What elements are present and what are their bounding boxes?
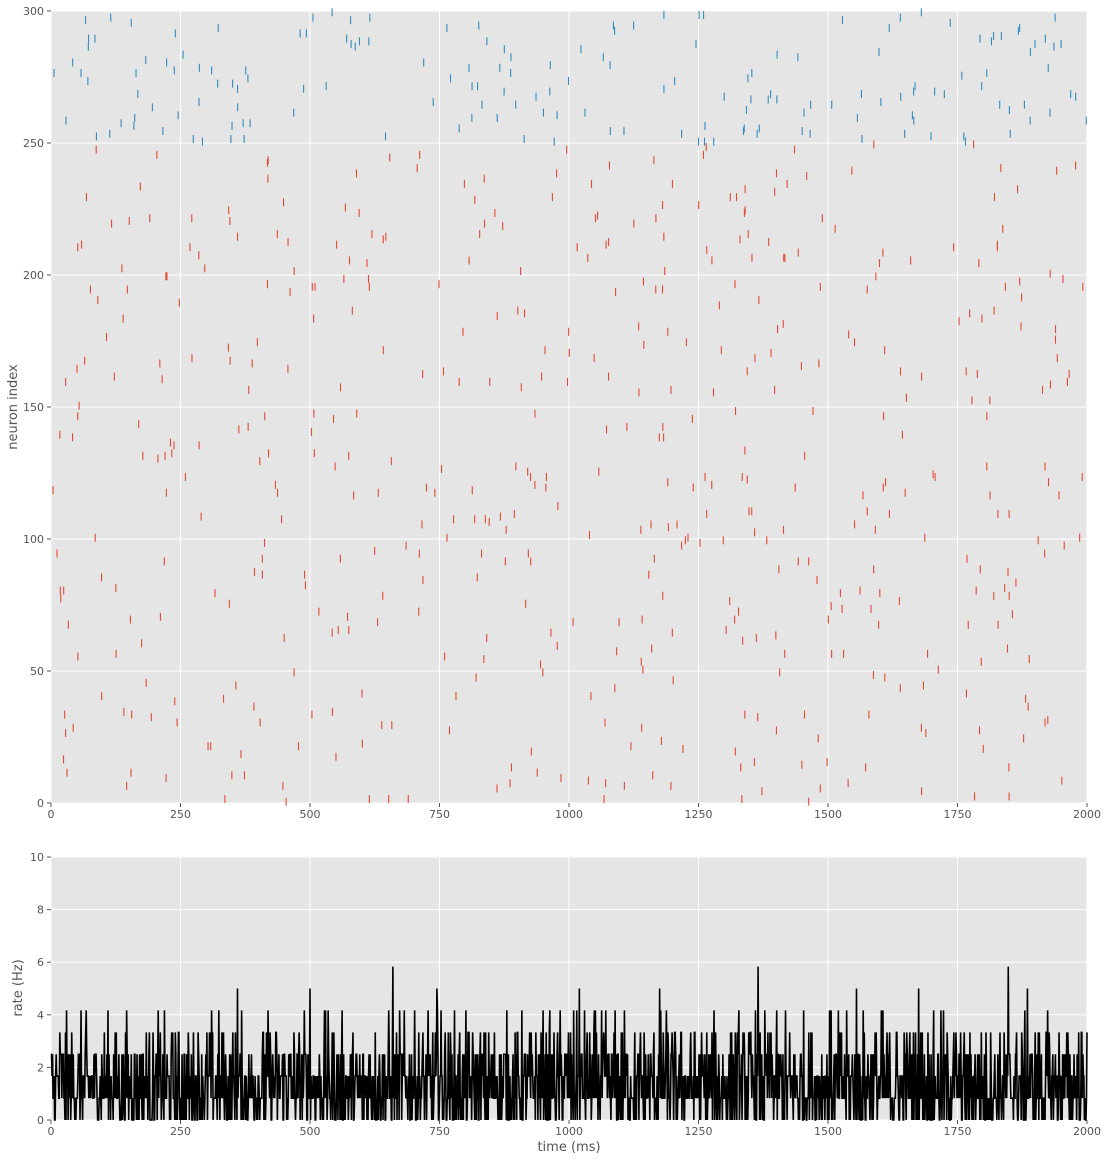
- raster-y-tick-label: 0: [37, 797, 44, 810]
- rate-y-axis-label: rate (Hz): [11, 959, 26, 1016]
- raster-x-tick-label: 750: [429, 808, 450, 821]
- raster-y-tick-label: 50: [30, 665, 44, 678]
- raster-y-axis-label: neuron index: [6, 364, 21, 450]
- raster-y-tick-label: 300: [23, 5, 44, 18]
- raster-x-tick-label: 0: [48, 808, 55, 821]
- raster-x-tick-label: 1000: [555, 808, 583, 821]
- raster-x-tick-label: 1250: [685, 808, 713, 821]
- rate-x-tick-label: 750: [429, 1125, 450, 1138]
- raster-x-tick-label: 500: [300, 808, 321, 821]
- rate-x-tick-label: 250: [170, 1125, 191, 1138]
- rate-x-tick-label: 500: [300, 1125, 321, 1138]
- raster-y-tick-label: 200: [23, 269, 44, 282]
- rate-x-tick-label: 0: [48, 1125, 55, 1138]
- rate-x-tick-label: 1750: [944, 1125, 972, 1138]
- raster-y-ticks: 0 50 100 150 200 250 300: [23, 5, 51, 810]
- rate-y-tick-label: 10: [30, 851, 44, 864]
- rate-x-tick-label: 1500: [814, 1125, 842, 1138]
- rate-x-tick-label: 2000: [1073, 1125, 1101, 1138]
- raster-x-tick-label: 2000: [1073, 808, 1101, 821]
- rate-x-axis-label: time (ms): [537, 1140, 600, 1155]
- raster-x-tick-label: 250: [170, 808, 191, 821]
- rate-panel: 0 250 500 750 1000 1250 1500 1750 2000 0 2 4 6 8 10 r…: [11, 851, 1101, 1155]
- rate-y-tick-label: 4: [37, 1009, 44, 1022]
- rate-y-tick-label: 2: [37, 1061, 44, 1074]
- raster-x-tick-label: 1750: [944, 808, 972, 821]
- raster-x-ticks: 0 250 500 750 1000 1250 1500 1750 2000: [48, 803, 1101, 821]
- rate-y-ticks: 0 2 4 6 8 10: [30, 851, 51, 1127]
- rate-y-tick-label: 8: [37, 904, 44, 917]
- raster-y-tick-label: 100: [23, 533, 44, 546]
- raster-x-tick-label: 1500: [814, 808, 842, 821]
- raster-spikes: [52, 8, 1087, 806]
- raster-y-tick-label: 150: [23, 401, 44, 414]
- rate-x-tick-label: 1000: [555, 1125, 583, 1138]
- raster-panel: 0 250 500 750 1000 1250 1500 1750 2000 0 50 100 150…: [6, 5, 1101, 821]
- rate-x-ticks: 0 250 500 750 1000 1250 1500 1750 2000: [48, 1120, 1101, 1138]
- rate-y-tick-label: 6: [37, 956, 44, 969]
- rate-line: [50, 966, 1088, 1121]
- rate-y-tick-label: 0: [37, 1114, 44, 1127]
- rate-x-tick-label: 1250: [685, 1125, 713, 1138]
- raster-y-tick-label: 250: [23, 137, 44, 150]
